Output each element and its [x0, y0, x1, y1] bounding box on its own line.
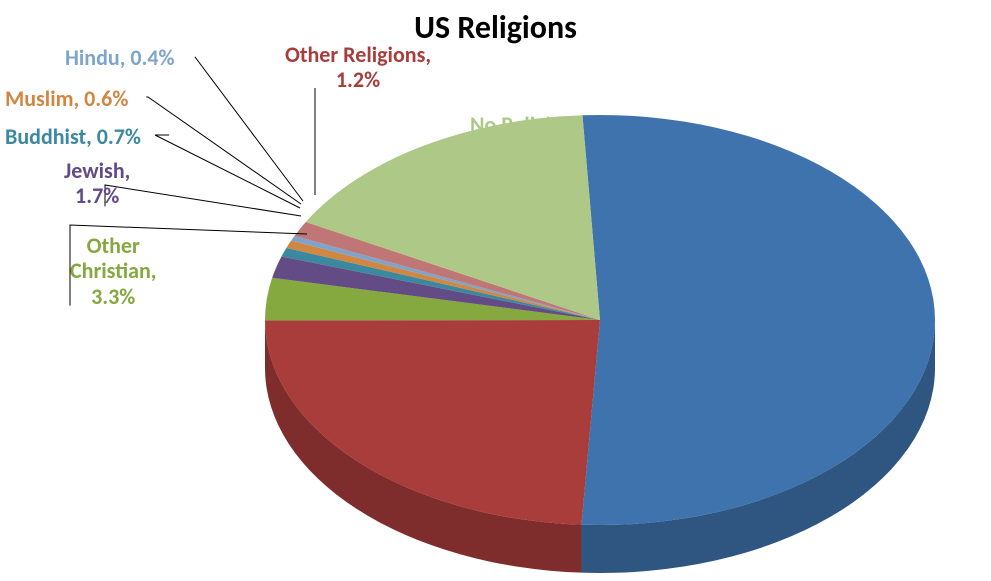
data-label: Protestant, 51.3% [750, 290, 912, 315]
chart-container: US Religions Protestant, 51.3%Roman Cath… [0, 0, 991, 581]
data-label: Muslim, 0.6% [5, 86, 128, 111]
data-label: Other Religions, 1.2% [285, 42, 431, 93]
leader-line [155, 135, 300, 208]
data-label: Other Christian, 3.3% [70, 233, 156, 309]
data-label: Hindu, 0.4% [65, 45, 175, 70]
data-label: Roman Catholic, 23.9% [367, 333, 516, 384]
leader-line [146, 97, 301, 204]
pie-top [265, 115, 935, 525]
data-label: Jewish, 1.7% [64, 158, 130, 209]
leader-line [105, 185, 301, 216]
data-label: No Religion, 16.1% [470, 112, 580, 163]
data-label: Buddhist, 0.7% [5, 124, 141, 149]
